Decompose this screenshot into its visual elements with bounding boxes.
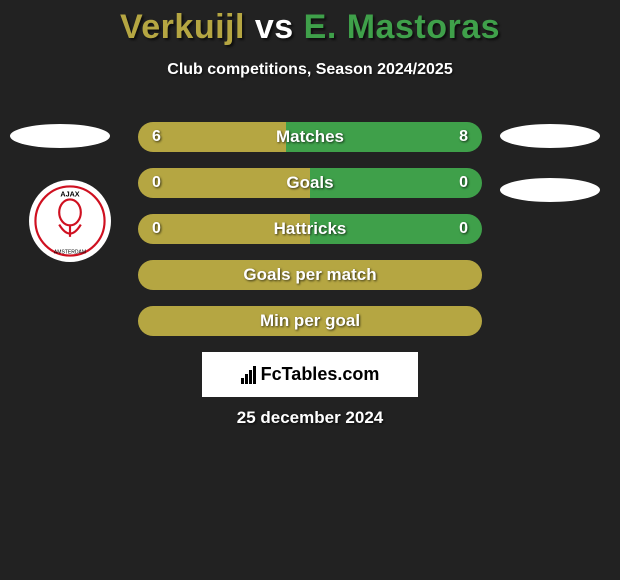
stat-label: Hattricks xyxy=(138,214,482,244)
bar-chart-icon xyxy=(241,366,256,384)
player2-club-oval xyxy=(500,178,600,202)
player1-badge-oval xyxy=(10,124,110,148)
comparison-widget: Verkuijl vs E. Mastoras Club competition… xyxy=(0,0,620,580)
attribution-badge[interactable]: FcTables.com xyxy=(202,352,418,397)
stat-value-left: 6 xyxy=(152,122,161,152)
subtitle: Club competitions, Season 2024/2025 xyxy=(0,61,620,79)
vs-separator: vs xyxy=(245,8,304,46)
stat-bar: Goals0 0 xyxy=(138,168,482,198)
attribution-text: FcTables.com xyxy=(261,364,380,385)
stat-value-right: 8 xyxy=(459,122,468,152)
footer-date: 25 december 2024 xyxy=(0,408,620,428)
stat-label: Min per goal xyxy=(138,306,482,336)
stat-label: Matches xyxy=(138,122,482,152)
player2-name: E. Mastoras xyxy=(304,8,500,46)
stat-value-right: 0 xyxy=(459,214,468,244)
player1-name: Verkuijl xyxy=(120,8,245,46)
player1-club-badge: AJAX AMSTERDAM xyxy=(29,180,111,262)
stat-bar: Min per goal xyxy=(138,306,482,336)
stat-value-left: 0 xyxy=(152,168,161,198)
player2-badge-oval xyxy=(500,124,600,148)
ajax-logo-icon: AJAX AMSTERDAM xyxy=(34,185,106,257)
stat-label: Goals per match xyxy=(138,260,482,290)
stat-label: Goals xyxy=(138,168,482,198)
stat-bar: Hattricks0 0 xyxy=(138,214,482,244)
page-title: Verkuijl vs E. Mastoras xyxy=(0,0,620,47)
stat-value-left: 0 xyxy=(152,214,161,244)
club-label-bottom: AMSTERDAM xyxy=(54,249,86,255)
stat-bar: Goals per match xyxy=(138,260,482,290)
stat-bar: Matches6 8 xyxy=(138,122,482,152)
stats-area: Matches68Goals00Hattricks00Goals per mat… xyxy=(138,122,482,352)
stat-value-right: 0 xyxy=(459,168,468,198)
club-label-top: AJAX xyxy=(60,190,79,199)
